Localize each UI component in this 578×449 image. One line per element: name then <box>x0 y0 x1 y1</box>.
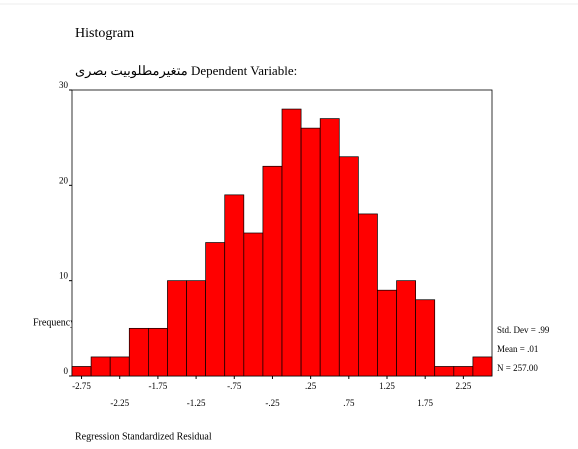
x-axis-label: Regression Standardized Residual <box>75 431 212 442</box>
x-tick-label: -.25 <box>265 398 280 408</box>
bar <box>128 327 149 377</box>
bar <box>415 299 436 377</box>
bar <box>167 280 187 377</box>
x-tick-label: 1.75 <box>417 398 433 408</box>
x-tick-label: -2.25 <box>110 398 129 408</box>
bar <box>453 366 474 377</box>
x-tick-label: .75 <box>343 398 355 408</box>
bar <box>186 280 206 377</box>
bar <box>109 356 130 377</box>
x-tick-label: 1.25 <box>379 381 395 391</box>
x-tick-label: -2.75 <box>72 381 91 391</box>
bar <box>243 232 264 377</box>
bar <box>472 356 493 377</box>
x-tick-label: -.75 <box>227 381 242 391</box>
bar <box>90 356 111 377</box>
stat-annotation: Std. Dev = .99 <box>497 325 550 335</box>
stat-annotation: N = 257.00 <box>497 363 538 373</box>
bar <box>262 165 283 377</box>
stat-annotation: Mean = .01 <box>497 344 538 354</box>
x-tick-label: -1.25 <box>187 398 206 408</box>
y-tick-label: 30 <box>59 80 69 90</box>
bar <box>358 213 378 377</box>
y-axis-label: Frequency <box>33 317 75 328</box>
bar <box>319 118 340 377</box>
bar <box>377 289 397 377</box>
bar <box>338 156 359 377</box>
y-tick-label: 20 <box>59 175 69 185</box>
bar <box>300 127 321 377</box>
bar <box>281 108 302 377</box>
bar <box>148 327 168 377</box>
x-tick-label: 2.25 <box>455 381 471 391</box>
x-tick-label: -1.75 <box>149 381 168 391</box>
bar <box>71 366 92 377</box>
y-tick-label: 10 <box>59 271 69 281</box>
x-tick-label: .25 <box>305 381 317 391</box>
chart-subtitle: متغیرمطلوبیت بصری Dependent Variable: <box>75 63 297 79</box>
chart-title: Histogram <box>75 26 134 41</box>
bar <box>396 280 416 377</box>
bar <box>224 194 245 377</box>
y-tick-label: 0 <box>64 366 69 376</box>
bar <box>205 242 226 377</box>
bar <box>434 366 455 377</box>
